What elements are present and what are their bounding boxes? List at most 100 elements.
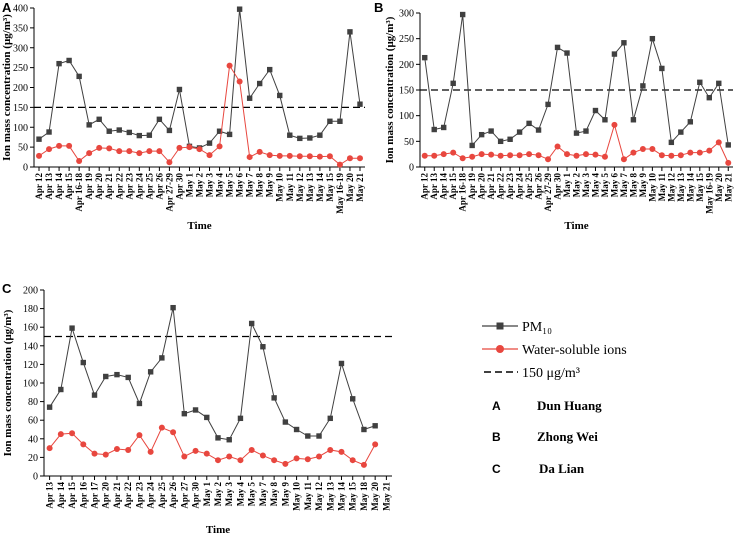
y-tick-label-a: 50: [18, 143, 28, 154]
x-tick-label-c: May 4: [235, 482, 245, 507]
x-tick-label-a: Apr 23: [124, 173, 134, 200]
ions-point-a: [286, 152, 293, 159]
pm-point-b: [422, 54, 428, 61]
x-tick-label-b: May 8: [628, 173, 638, 198]
y-tick-label-c: 100: [23, 379, 38, 390]
pm-point-a: [166, 127, 173, 134]
x-tick-label-b: May 6: [609, 173, 619, 198]
site-c-letter: C: [492, 462, 501, 476]
x-tick-label-a: Apr 14: [54, 173, 64, 200]
series-line-pm-c: [49, 307, 376, 441]
x-tick-label-b: May 20: [714, 173, 724, 202]
ions-point-b: [573, 152, 580, 159]
ions-point-b: [545, 156, 552, 163]
x-tick-label-b: May 2: [572, 173, 582, 198]
x-tick-label-c: May 7: [258, 482, 268, 507]
x-tick-label-c: Apr 25: [157, 482, 167, 509]
ions-point-a: [216, 143, 223, 150]
x-tick-label-b: Apr 25: [524, 173, 534, 200]
ions-point-b: [488, 151, 495, 158]
x-tick-label-a: May 12: [295, 173, 305, 202]
x-tick-label-b: Apr 13: [429, 173, 439, 200]
legend-threshold-entry: 150 μg/m³: [484, 366, 580, 381]
ions-point-a: [76, 158, 83, 165]
ions-point-a: [206, 152, 213, 159]
legend-site-c: C Da Lian: [492, 461, 585, 476]
ions-point-c: [271, 457, 278, 464]
ions-point-b: [554, 143, 561, 150]
ions-point-a: [246, 154, 253, 161]
pm-point-b: [687, 119, 694, 125]
pm-point-b: [535, 127, 542, 133]
ions-point-a: [146, 148, 153, 155]
ions-point-a: [306, 153, 313, 160]
x-tick-label-c: May 3: [224, 482, 234, 507]
x-tick-label-a: May 5: [225, 173, 235, 198]
x-tick-label-a: May 10: [275, 173, 285, 202]
pm-point-c: [181, 410, 188, 417]
ions-point-b: [706, 147, 713, 154]
x-tick-label-b: Apr 21: [486, 173, 496, 200]
ions-point-a: [56, 142, 63, 149]
pm-point-b: [431, 126, 437, 133]
ions-point-a: [176, 144, 183, 151]
ions-point-a: [336, 161, 343, 168]
pm-point-c: [226, 437, 232, 443]
site-a-name: Dun Huang: [537, 398, 602, 413]
pm-point-b: [450, 80, 456, 87]
x-tick-label-a: May 21: [355, 173, 365, 202]
pm-point-a: [46, 129, 52, 135]
ions-point-b: [469, 153, 476, 160]
x-tick-label-c: Apr 21: [112, 482, 122, 509]
pm-point-c: [215, 435, 221, 441]
x-tick-label-c: Apr 13: [45, 482, 55, 509]
legend-site-b: B Zhong Wei: [492, 429, 598, 444]
ions-point-b: [668, 152, 675, 159]
x-tick-label-b: Apr 30: [553, 173, 563, 200]
x-tick-label-a: Apr 19: [84, 173, 94, 200]
y-tick-label-a: 200: [13, 83, 28, 94]
y-tick-label-b: 300: [399, 9, 414, 20]
pm-point-a: [206, 140, 213, 146]
x-tick-label-b: Apr 23: [505, 173, 515, 200]
ions-point-b: [450, 149, 457, 156]
pm-point-b: [507, 136, 513, 142]
y-tick-label-a: 150: [13, 103, 28, 114]
ions-point-a: [156, 148, 163, 155]
y-tick-label-a: 0: [23, 163, 28, 174]
x-tick-label-a: Apr 25: [144, 173, 154, 200]
pm-point-a: [36, 136, 42, 142]
x-tick-label-c: May 13: [325, 482, 335, 511]
pm-point-c: [125, 374, 131, 381]
legend-ions-entry: Water-soluble ions: [482, 343, 627, 358]
y-tick-label-c: 120: [23, 360, 38, 371]
pm-point-a: [76, 73, 82, 80]
legend: PM₁₀ Water-soluble ions 150 μg/m³ A Dun …: [482, 320, 627, 476]
ions-point-b: [535, 152, 542, 159]
pm-point-a: [287, 132, 293, 138]
x-tick-label-c: May 11: [303, 482, 313, 511]
pm-point-c: [58, 386, 64, 393]
y-tick-label-a: 250: [13, 63, 28, 74]
pm-point-c: [147, 369, 154, 375]
pm-point-c: [170, 304, 176, 311]
x-tick-label-a: May 14: [315, 173, 325, 202]
pm-point-b: [640, 83, 646, 89]
ions-point-c: [69, 430, 76, 437]
pm-point-a: [86, 122, 92, 128]
pm-point-c: [91, 392, 98, 398]
pm-point-c: [192, 407, 199, 413]
pm-point-b: [725, 142, 731, 148]
y-tick-label-c: 140: [23, 341, 38, 352]
ions-point-a: [166, 159, 173, 166]
x-tick-label-b: May 14: [685, 173, 695, 202]
y-tick-label-c: 180: [23, 304, 38, 315]
legend-ions-label: Water-soluble ions: [522, 343, 627, 358]
pm-point-c: [338, 360, 345, 367]
x-tick-label-c: Apr 27: [179, 482, 189, 509]
pm-point-c: [69, 325, 75, 331]
x-tick-label-c: Apr 14: [56, 482, 66, 509]
ions-point-b: [696, 149, 703, 156]
ions-point-a: [256, 148, 263, 155]
pm-point-c: [350, 396, 356, 402]
